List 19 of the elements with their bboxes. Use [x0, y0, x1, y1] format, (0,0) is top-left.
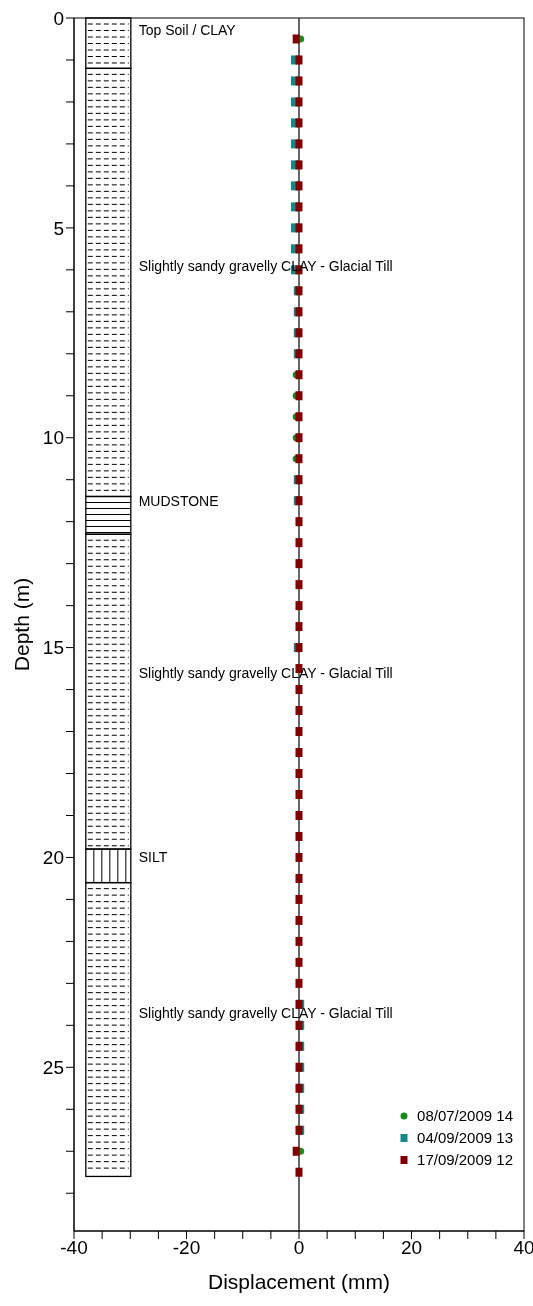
y-tick-label: 20 — [42, 847, 64, 869]
x-tick-label: -20 — [172, 1237, 201, 1259]
annotation: SILT — [138, 849, 168, 866]
x-tick-label: 20 — [400, 1237, 423, 1259]
x-axis-title: Displacement (mm) — [207, 1270, 391, 1293]
annotation: Top Soil / CLAY — [138, 22, 237, 39]
y-axis-title: Depth (m) — [10, 577, 34, 672]
legend-label: 04/09/2009 13 — [417, 1128, 513, 1148]
x-tick-label: 40 — [513, 1237, 533, 1259]
x-tick-label: -40 — [60, 1237, 88, 1259]
y-tick-label: 0 — [53, 7, 64, 29]
y-tick-label: 15 — [42, 637, 64, 659]
legend-label: 08/07/2009 14 — [417, 1106, 513, 1126]
annotation: MUDSTONE — [138, 492, 219, 509]
x-tick-label: 0 — [293, 1237, 305, 1259]
y-tick-label: 25 — [42, 1057, 64, 1079]
y-tick-label: 5 — [53, 217, 64, 239]
legend-label: 17/09/2009 12 — [417, 1150, 513, 1170]
y-tick-label: 10 — [42, 427, 64, 449]
